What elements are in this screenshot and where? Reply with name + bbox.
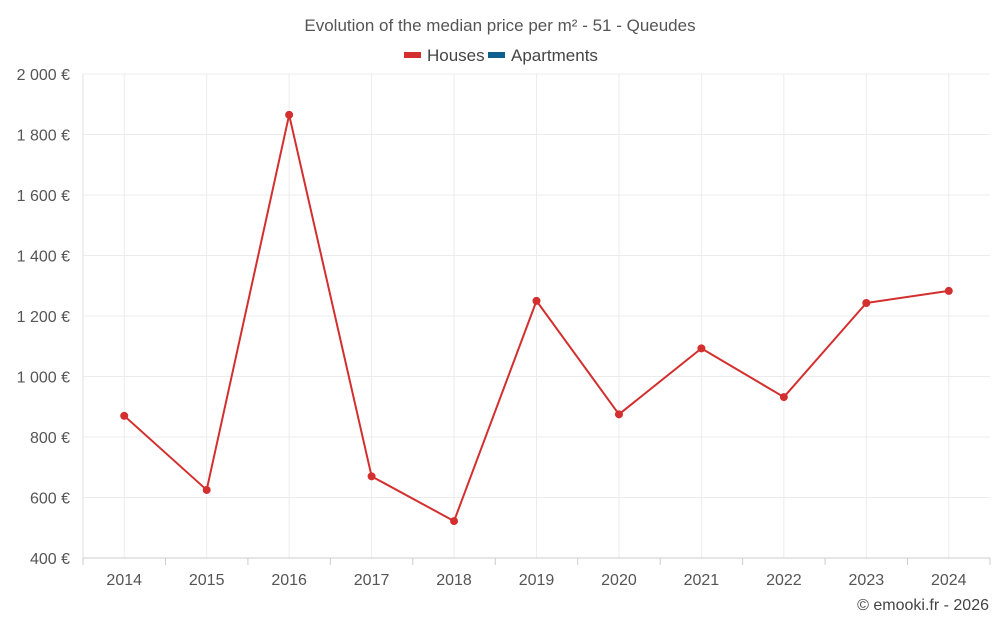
y-tick-label: 1 200 € (17, 309, 70, 326)
legend-swatch (404, 52, 421, 58)
y-tick-label: 600 € (30, 491, 70, 508)
data-point[interactable] (779, 393, 788, 402)
credit-text: © emooki.fr - 2026 (857, 597, 989, 614)
y-axis: 400 € 600 € 800 € 1 000 € 1 200 € 1 400 € 1 60… (17, 67, 70, 568)
x-tick-label: 2021 (684, 572, 720, 589)
data-point[interactable] (697, 344, 706, 353)
y-tick-label: 2 000 € (17, 67, 70, 84)
x-tick-label: 2016 (271, 572, 307, 589)
data-point[interactable] (120, 411, 129, 420)
data-point[interactable] (450, 517, 459, 526)
data-point[interactable] (944, 286, 953, 295)
x-tick-label: 2015 (189, 572, 225, 589)
y-tick-label: 400 € (30, 551, 70, 568)
legend-label: Houses (427, 46, 485, 65)
data-point[interactable] (614, 410, 623, 419)
data-point[interactable] (367, 472, 376, 481)
legend-swatch (488, 52, 505, 58)
data-point[interactable] (862, 298, 871, 307)
y-tick-label: 1 000 € (17, 370, 70, 387)
legend: Houses Apartments (404, 46, 598, 65)
x-tick-label: 2017 (354, 572, 390, 589)
data-point[interactable] (532, 296, 541, 305)
data-point[interactable] (202, 485, 211, 494)
x-tick-label: 2014 (106, 572, 142, 589)
series-houses (120, 110, 953, 526)
x-tick-label: 2024 (931, 572, 967, 589)
y-tick-label: 1 400 € (17, 249, 70, 266)
series-layer (120, 110, 953, 526)
legend-item-houses[interactable]: Houses (404, 46, 485, 65)
y-tick-label: 800 € (30, 430, 70, 447)
x-tick-label: 2019 (519, 572, 555, 589)
grid (82, 73, 990, 559)
x-tick-label: 2018 (436, 572, 472, 589)
data-point[interactable] (285, 110, 294, 119)
x-axis: 2014 2015 2016 2017 2018 2019 2020 2021 2022 2023… (82, 558, 991, 589)
legend-label: Apartments (511, 46, 598, 65)
x-tick-label: 2023 (849, 572, 885, 589)
x-tick-label: 2022 (766, 572, 802, 589)
x-tick-label: 2020 (601, 572, 637, 589)
y-tick-label: 1 600 € (17, 188, 70, 205)
legend-item-apartments[interactable]: Apartments (488, 46, 598, 65)
y-tick-label: 1 800 € (17, 128, 70, 145)
chart-title: Evolution of the median price per m² - 5… (304, 16, 695, 35)
